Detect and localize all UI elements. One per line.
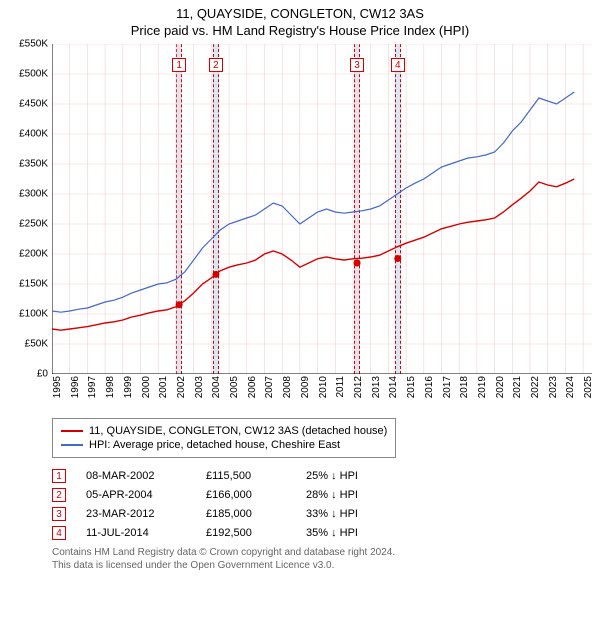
x-tick-label: 2017 <box>442 376 453 398</box>
sale-price: £185,000 <box>206 508 286 520</box>
x-tick-label: 2022 <box>530 376 541 398</box>
x-tick-label: 1999 <box>123 376 134 398</box>
x-tick-label: 2000 <box>141 376 152 398</box>
x-tick-label: 2007 <box>264 376 275 398</box>
chart-title: 11, QUAYSIDE, CONGLETON, CW12 3AS <box>8 6 592 21</box>
chart-area: £0 £50K £100K £150K £200K £250K £300K £350K £400… <box>8 44 592 414</box>
y-tick-label: £500K <box>19 69 48 80</box>
legend-label: 11, QUAYSIDE, CONGLETON, CW12 3AS (detac… <box>89 425 387 437</box>
x-tick-label: 2009 <box>300 376 311 398</box>
x-tick-label: 1998 <box>105 376 116 398</box>
x-tick-label: 2021 <box>512 376 523 398</box>
x-tick-label: 2004 <box>211 376 222 398</box>
attribution-footer: Contains HM Land Registry data © Crown c… <box>52 546 592 572</box>
legend-swatch <box>61 444 83 446</box>
sale-point <box>176 301 183 308</box>
legend-item: HPI: Average price, detached house, Ches… <box>61 439 387 451</box>
sale-marker-label: 2 <box>209 58 223 72</box>
sale-row-marker: 1 <box>52 469 66 483</box>
chart-container: 11, QUAYSIDE, CONGLETON, CW12 3AS Price … <box>0 0 600 576</box>
x-tick-label: 2005 <box>229 376 240 398</box>
x-tick-label: 2015 <box>406 376 417 398</box>
x-tick-label: 2002 <box>176 376 187 398</box>
sale-price: £166,000 <box>206 489 286 501</box>
legend-swatch <box>61 430 83 432</box>
sale-delta: 35% ↓ HPI <box>306 527 396 539</box>
y-axis: £0£50K£100K£150K£200K£250K£300K£350K£400… <box>8 44 52 374</box>
sale-row: 1 08-MAR-2002 £115,500 25% ↓ HPI <box>52 469 592 483</box>
sale-point <box>354 260 361 267</box>
y-tick-label: £350K <box>19 159 48 170</box>
sale-marker-label: 3 <box>350 58 364 72</box>
plot-area: 1 2 3 4 <box>52 44 592 374</box>
footer-line-2: This data is licensed under the Open Gov… <box>52 559 592 572</box>
sale-delta: 25% ↓ HPI <box>306 470 396 482</box>
x-tick-label: 2011 <box>335 376 346 398</box>
y-tick-label: £450K <box>19 99 48 110</box>
sale-marker-label: 1 <box>172 58 186 72</box>
series-property <box>52 179 574 330</box>
sale-point <box>212 271 219 278</box>
x-tick-label: 2020 <box>495 376 506 398</box>
chart-subtitle: Price paid vs. HM Land Registry's House … <box>8 23 592 38</box>
y-tick-label: £50K <box>25 339 48 350</box>
legend-label: HPI: Average price, detached house, Ches… <box>89 439 340 451</box>
sale-point <box>394 255 401 262</box>
x-tick-label: 2019 <box>477 376 488 398</box>
y-tick-label: £250K <box>19 219 48 230</box>
series-hpi <box>52 92 574 312</box>
footer-line-1: Contains HM Land Registry data © Crown c… <box>52 546 592 559</box>
y-tick-label: £100K <box>19 309 48 320</box>
x-tick-label: 2014 <box>388 376 399 398</box>
sales-table: 1 08-MAR-2002 £115,500 25% ↓ HPI 2 05-APR-200… <box>52 469 592 540</box>
y-tick-label: £150K <box>19 279 48 290</box>
x-tick-label: 1997 <box>87 376 98 398</box>
sale-row-marker: 3 <box>52 507 66 521</box>
x-tick-label: 2006 <box>247 376 258 398</box>
sale-date: 23-MAR-2012 <box>86 508 186 520</box>
x-tick-label: 2012 <box>353 376 364 398</box>
sale-price: £115,500 <box>206 470 286 482</box>
sale-row: 4 11-JUL-2014 £192,500 35% ↓ HPI <box>52 526 592 540</box>
x-tick-label: 2023 <box>548 376 559 398</box>
sale-row-marker: 4 <box>52 526 66 540</box>
x-tick-label: 2003 <box>194 376 205 398</box>
x-tick-label: 2001 <box>158 376 169 398</box>
x-axis: 1995 1996 1997 1998 1999 2000 2001 2002 2003 2004… <box>52 374 592 414</box>
y-tick-label: £400K <box>19 129 48 140</box>
y-tick-label: £550K <box>19 39 48 50</box>
sale-row-marker: 2 <box>52 488 66 502</box>
x-tick-label: 2010 <box>318 376 329 398</box>
sale-delta: 33% ↓ HPI <box>306 508 396 520</box>
y-tick-label: £200K <box>19 249 48 260</box>
x-tick-label: 1995 <box>52 376 63 398</box>
legend-item: 11, QUAYSIDE, CONGLETON, CW12 3AS (detac… <box>61 425 387 437</box>
x-tick-label: 2013 <box>371 376 382 398</box>
sale-row: 2 05-APR-2004 £166,000 28% ↓ HPI <box>52 488 592 502</box>
x-tick-label: 2008 <box>282 376 293 398</box>
x-tick-label: 2016 <box>424 376 435 398</box>
sale-date: 08-MAR-2002 <box>86 470 186 482</box>
y-tick-label: £300K <box>19 189 48 200</box>
x-tick-label: 2025 <box>583 376 594 398</box>
legend: 11, QUAYSIDE, CONGLETON, CW12 3AS (detac… <box>52 418 396 458</box>
sale-date: 05-APR-2004 <box>86 489 186 501</box>
chart-svg <box>52 44 592 374</box>
sale-row: 3 23-MAR-2012 £185,000 33% ↓ HPI <box>52 507 592 521</box>
sale-date: 11-JUL-2014 <box>86 527 186 539</box>
sale-delta: 28% ↓ HPI <box>306 489 396 501</box>
y-tick-label: £0 <box>37 369 48 380</box>
x-tick-label: 1996 <box>70 376 81 398</box>
sale-marker-label: 4 <box>391 58 405 72</box>
sale-price: £192,500 <box>206 527 286 539</box>
x-tick-label: 2018 <box>459 376 470 398</box>
x-tick-label: 2024 <box>565 376 576 398</box>
